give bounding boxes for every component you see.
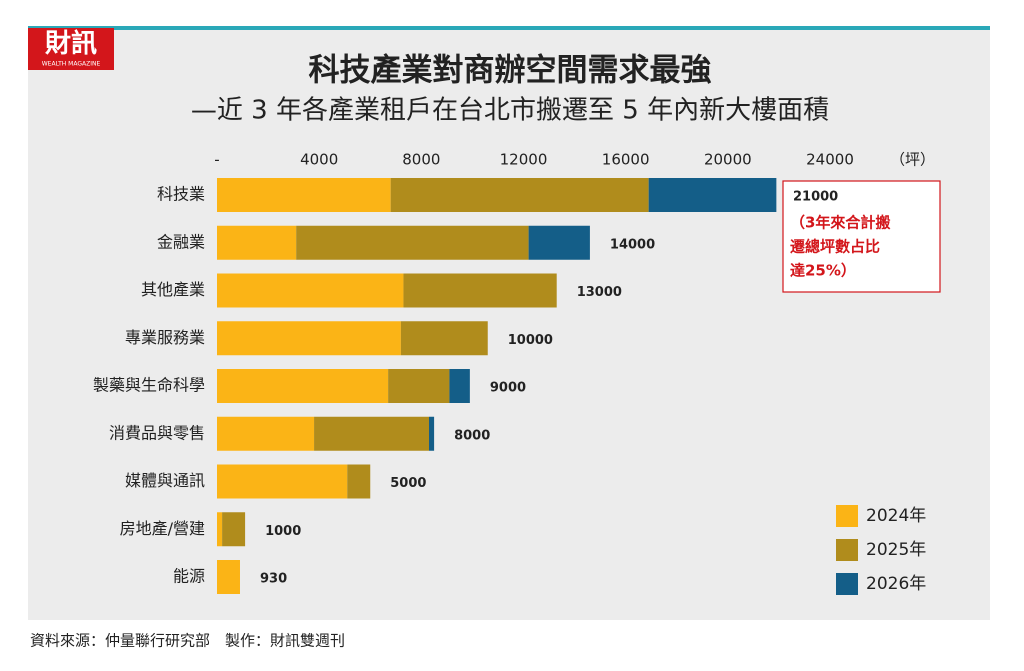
bar-segment [217, 178, 391, 212]
chart-subtitle: —近 3 年各產業租戶在台北市搬遷至 5 年內新大樓面積 [191, 96, 829, 126]
annotation-box [782, 180, 941, 293]
y-tick-label: 製藥與生命科學 [93, 376, 205, 395]
total-label: 1000 [265, 524, 301, 539]
bar-segment [400, 321, 488, 356]
logo-sub: WEALTH MAGAZINE [42, 61, 101, 68]
y-tick-label: 科技業 [157, 185, 205, 204]
total-label: 14000 [610, 237, 655, 252]
annotation: 遷總坪數占比 [790, 238, 880, 256]
legend-label: 2024年 [866, 506, 926, 526]
legend-swatch [836, 505, 858, 527]
bar-segment [314, 416, 429, 451]
bar-segment [449, 369, 470, 403]
bar-segment [217, 321, 401, 356]
x-tick-label: 4000 [300, 151, 338, 169]
x-tick-label: 24000 [806, 151, 854, 169]
y-tick-label: 能源 [173, 567, 205, 586]
legend-swatch [836, 539, 858, 561]
bar-segment [296, 225, 529, 260]
y-tick-label: 媒體與通訊 [125, 471, 205, 490]
chart-title: 科技產業對商辦空間需求最強 [309, 53, 712, 89]
legend-label: 2025年 [866, 540, 926, 560]
total-label: 9000 [490, 381, 526, 396]
total-label: 13000 [577, 285, 622, 300]
top-rule [28, 26, 990, 30]
total-label: 5000 [390, 476, 426, 491]
total-label: 21000 [793, 190, 838, 205]
x-tick-label: 20000 [704, 151, 752, 169]
bar-segment [217, 416, 315, 451]
legend-label: 2026年 [866, 574, 926, 594]
logo-box [28, 28, 114, 70]
total-label: 8000 [454, 428, 490, 443]
x-tick-label: 8000 [402, 151, 440, 169]
x-tick-label: - [214, 151, 219, 169]
bar-segment [217, 464, 348, 499]
bar-segment [403, 273, 557, 308]
annotation: （3年來合計搬 [790, 214, 890, 232]
x-unit: （坪） [890, 151, 935, 169]
bar-segment [217, 273, 404, 308]
logo: 財訊 [45, 28, 97, 59]
bar-segment [390, 178, 649, 212]
bar-segment [217, 225, 297, 260]
bar-segment [648, 178, 777, 212]
bar-segment [347, 464, 371, 499]
y-tick-label: 金融業 [157, 232, 205, 251]
y-tick-label: 消費品與零售 [109, 423, 205, 442]
total-label: 10000 [508, 333, 553, 348]
x-tick-label: 12000 [500, 151, 548, 169]
bar-segment [428, 416, 435, 451]
bar-segment [528, 225, 590, 260]
bar-segment [222, 512, 246, 547]
bar-segment [217, 512, 223, 547]
panel [28, 28, 990, 620]
y-tick-label: 專業服務業 [125, 328, 205, 347]
x-tick-label: 16000 [602, 151, 650, 169]
legend-swatch [836, 573, 858, 595]
y-tick-label: 房地產/營建 [120, 519, 205, 538]
annotation: 達25%） [790, 262, 856, 280]
bar-segment [388, 369, 450, 403]
bar-segment [217, 560, 240, 594]
source: 資料來源：仲量聯行研究部 製作：財訊雙週刊 [30, 632, 345, 650]
y-tick-label: 其他產業 [141, 280, 205, 299]
bar-segment [217, 369, 389, 403]
total-label: 930 [260, 572, 287, 587]
